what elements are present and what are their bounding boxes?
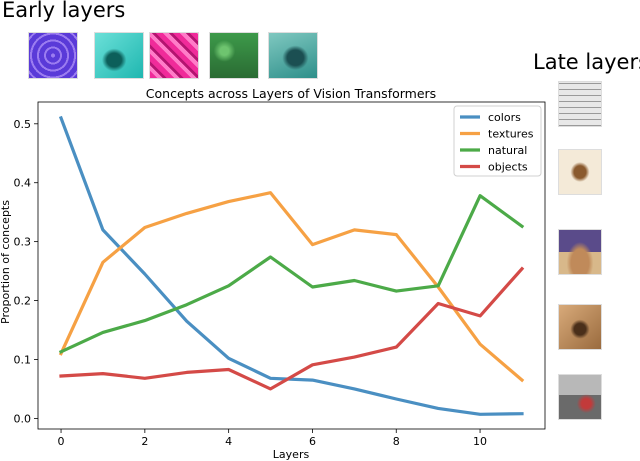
newspaper-grid-thumbnail — [558, 81, 602, 127]
legend-label-natural: natural — [488, 144, 527, 157]
x-tick-label: 8 — [393, 435, 400, 448]
legend-label-objects: objects — [488, 161, 528, 174]
late-layers-heading: Late layers — [533, 50, 640, 74]
legend-label-textures: textures — [488, 128, 534, 141]
y-axis-label: Proportion of concepts — [0, 200, 12, 324]
x-tick-label: 6 — [309, 435, 316, 448]
dome-building-thumbnail — [558, 229, 602, 275]
hummingbird-thumbnail — [558, 149, 602, 195]
series-line-natural — [58, 194, 525, 354]
x-tick-label: 4 — [225, 435, 232, 448]
axes: 0 2 4 6 8 10 0.0 0.1 0.2 0.3 0.4 0.5 — [14, 118, 488, 448]
series-line-colors — [58, 115, 524, 416]
pink-fabric-thumbnail — [149, 32, 199, 79]
rickshaw-street-thumbnail — [558, 374, 602, 420]
plot-area — [37, 101, 546, 430]
legend-label-colors: colors — [488, 111, 521, 124]
purple-web-thumbnail — [28, 32, 78, 79]
y-tick-label: 0.4 — [14, 177, 32, 190]
series-line-textures — [58, 191, 525, 383]
y-tick-label: 0.5 — [14, 118, 32, 131]
x-tick-label: 2 — [141, 435, 148, 448]
legend: colors textures natural objects — [453, 105, 542, 177]
green-water-thumbnail — [209, 32, 259, 79]
whale-shark-thumbnail — [268, 32, 318, 79]
legend-box — [453, 105, 542, 177]
x-tick-label: 10 — [473, 435, 487, 448]
early-layers-heading: Early layers — [2, 0, 126, 22]
y-tick-label: 0.0 — [14, 412, 32, 425]
hands-object-thumbnail — [558, 304, 602, 350]
cyan-stingray-thumbnail — [94, 32, 144, 79]
y-tick-label: 0.2 — [14, 295, 32, 308]
chart-title: Concepts across Layers of Vision Transfo… — [146, 86, 436, 101]
y-tick-label: 0.1 — [14, 353, 32, 366]
series-lines — [58, 115, 525, 416]
series-line-objects — [59, 266, 525, 391]
x-tick-label: 0 — [58, 435, 65, 448]
y-tick-label: 0.3 — [14, 236, 32, 249]
x-axis-label: Layers — [273, 448, 310, 461]
